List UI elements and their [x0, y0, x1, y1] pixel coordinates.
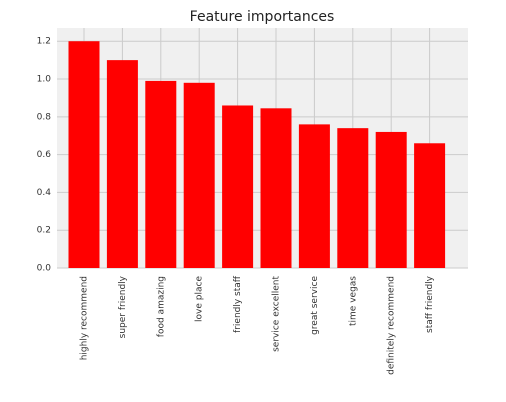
x-tick-label: highly recommend	[80, 276, 90, 360]
x-tick-label: love place	[195, 276, 205, 322]
y-tick-label: 1.2	[37, 37, 51, 47]
y-tick-label: 0.0	[37, 264, 52, 274]
bar	[106, 60, 138, 269]
x-tick-label: food amazing	[156, 276, 166, 337]
chart-title: Feature importances	[190, 9, 335, 25]
bar	[414, 143, 446, 268]
x-tick-label: great service	[310, 276, 320, 335]
bar	[183, 82, 215, 268]
x-tick-label: friendly staff	[233, 275, 243, 333]
bar	[145, 80, 177, 268]
y-tick-label: 0.4	[37, 188, 52, 198]
x-tick-label: staff friendly	[425, 275, 435, 333]
bar	[260, 108, 292, 268]
y-tick-label: 0.6	[37, 150, 52, 160]
bar	[298, 124, 330, 268]
x-tick-label: service excellent	[272, 276, 282, 352]
x-tick-label: time vegas	[348, 276, 358, 326]
bar	[337, 128, 369, 268]
y-tick-label: 0.2	[37, 226, 51, 236]
bar	[68, 41, 100, 268]
x-tick-label: definitely recommend	[387, 276, 397, 375]
y-tick-label: 1.0	[37, 75, 52, 85]
y-tick-label: 0.8	[37, 112, 52, 122]
bar	[375, 131, 407, 268]
x-tick-label: super friendly	[118, 275, 128, 338]
bar	[222, 105, 254, 268]
